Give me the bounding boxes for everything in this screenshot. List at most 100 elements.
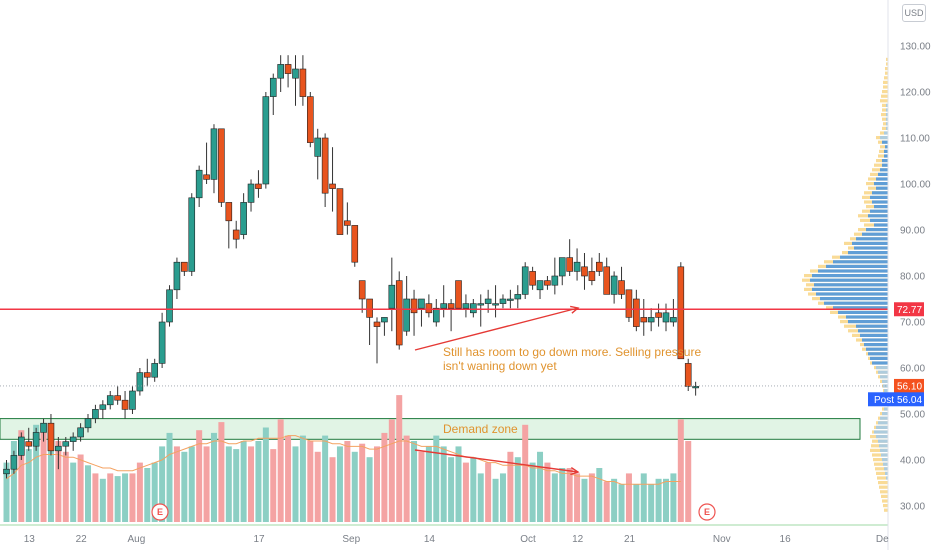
candle-body [329,183,336,189]
candle-body [136,372,144,392]
profile-bar-up [883,85,888,89]
profile-bar-down [879,444,888,448]
candle-body [232,229,240,240]
profile-bar-down [812,274,888,278]
profile-bar-up [873,458,888,462]
candle-body [536,280,544,291]
volume-bar [173,446,180,522]
candle-body [625,289,633,318]
profile-bar-down [883,462,888,466]
profile-bar-down [856,324,888,328]
volume-bar [314,451,321,522]
profile-bar-up [886,62,888,66]
trend-arrows [414,305,580,476]
candle-body [344,220,351,226]
volume-bar [196,430,203,522]
candle-body [25,441,33,447]
profile-bar-down [846,315,888,319]
candle-body [106,395,114,406]
profile-bar-down [884,149,888,153]
candle-body [514,294,522,300]
volume-bar [25,449,32,522]
volume-bar [685,441,692,522]
earnings-marker-label: E [704,507,710,517]
candle-body [358,280,366,300]
volume-bar [92,473,99,522]
currency-button[interactable]: USD [902,4,926,22]
annotation-text: Still has room to go down more. Selling … [443,345,701,359]
volume-bar [544,462,551,522]
candle-body [603,266,611,295]
volume-bar [299,435,306,522]
volume-bar [203,446,210,522]
profile-bar-down [886,476,888,480]
profile-bar-down [872,200,888,204]
x-tick-label: Aug [127,534,145,545]
profile-bar-up [883,80,888,84]
y-tick-label: 120.00 [900,88,931,99]
profile-bar-down [870,195,888,199]
x-tick-label: Oct [520,534,536,545]
profile-bar-down [858,329,888,333]
demand-zone-label: Demand zone [443,422,518,436]
candle-body [321,137,329,194]
volume-bar [611,478,618,522]
demand-zone-box [0,418,861,440]
profile-bar-up [883,122,888,126]
profile-bar-up [879,485,888,489]
candle-body [55,445,62,452]
price-trend-arrow-head [570,305,580,314]
volume-bar [455,446,462,522]
volume-bar [70,462,77,522]
profile-bar-down [864,343,888,347]
profile-bar-down [886,126,888,130]
earnings-marker-label: E [157,507,163,517]
volume-profile [802,57,888,512]
profile-bar-down [884,467,888,471]
candle-body [618,280,625,295]
volume-bar [233,449,240,522]
volume-trend-arrow [414,449,579,473]
y-tick-label: 40.00 [900,456,925,467]
profile-bar-down [872,191,888,195]
profile-bar-down [848,251,888,255]
volume-bar [181,451,188,522]
profile-bar-up [882,117,888,121]
profile-bar-up [883,504,888,508]
candle-body [129,390,136,410]
x-tick-label: 12 [572,534,584,545]
volume-bar [477,473,484,522]
x-tick-label: 16 [780,534,792,545]
candle-body [307,96,314,143]
profile-bar-down [876,366,888,370]
annotations: Still has room to go down more. Selling … [443,345,701,373]
x-tick-label: De [876,534,889,545]
volume-bar [470,457,477,522]
candle-body [181,261,188,272]
candle-body [40,422,47,433]
profile-bar-down [812,287,888,291]
volume-bar [40,432,47,522]
price-trend-arrow [414,307,579,351]
candle-body [188,197,196,272]
profile-bar-down [884,407,888,411]
candle-body [655,312,662,318]
profile-bar-down [885,145,888,149]
profile-bar-down [880,448,888,452]
candle-body [240,202,247,235]
y-tick-label: 50.00 [900,410,925,421]
volume-bar [507,451,514,522]
profile-bar-down [876,435,888,439]
profile-bar-up [884,76,888,80]
y-tick-label: 60.00 [900,364,925,375]
profile-bar-down [848,320,888,324]
candle-body [477,303,485,306]
candle-body [395,280,403,346]
volume-bar [492,478,499,522]
profile-bar-down [874,430,888,434]
profile-bar-down [814,283,888,287]
candlesticks [3,55,699,479]
